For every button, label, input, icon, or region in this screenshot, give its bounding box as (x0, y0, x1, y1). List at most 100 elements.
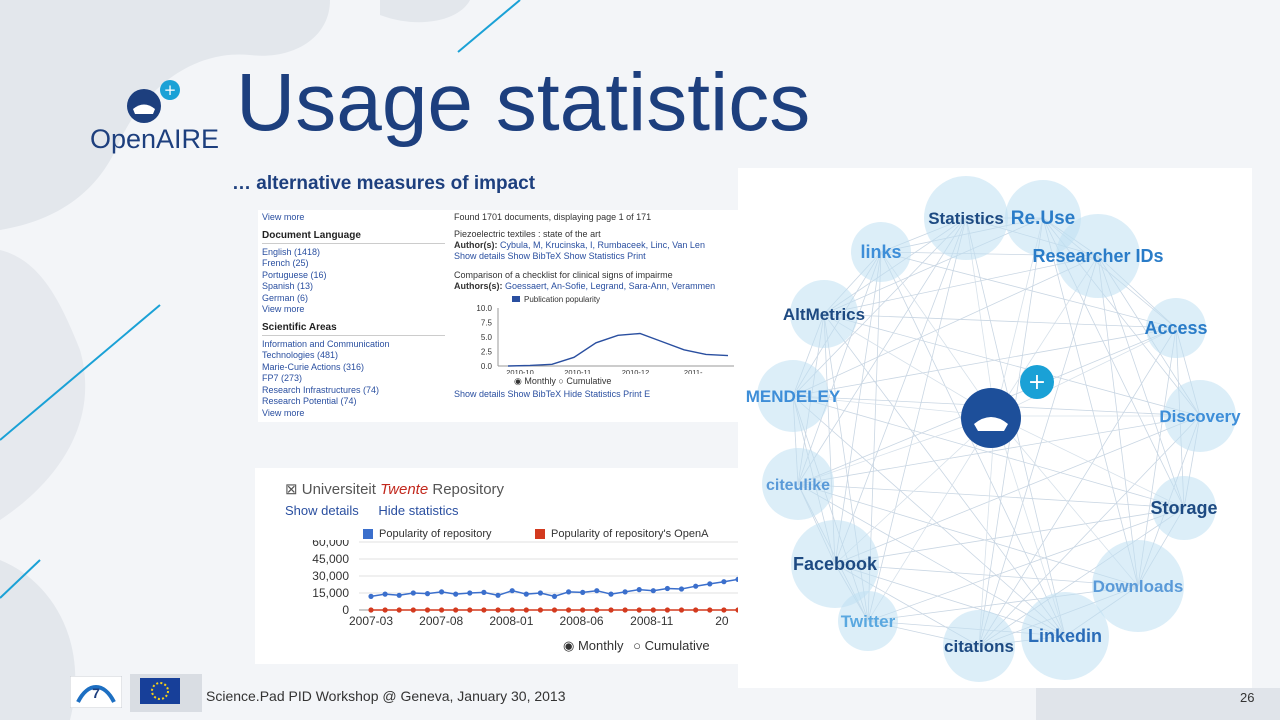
data-point (368, 593, 374, 599)
data-point (678, 586, 685, 592)
node-access: Access (1144, 318, 1207, 338)
results-list: Found 1701 documents, displaying page 1 … (454, 212, 738, 400)
data-point (693, 607, 699, 613)
facet-item[interactable]: Information and Communication (262, 338, 390, 349)
node-bubble (1164, 380, 1236, 452)
facet-item[interactable]: Technologies (481) (262, 350, 339, 360)
facet-item[interactable]: Portuguese (16) (262, 269, 327, 280)
show-statistics-link[interactable]: Show Statistics (563, 251, 625, 261)
network-edge (823, 217, 1044, 315)
footer-bar (1036, 688, 1280, 720)
network-edge (867, 507, 1185, 622)
background-blob (0, 0, 330, 230)
facet-item[interactable]: Research Potential (74) (262, 396, 357, 406)
services-network-diagram: + Statistics Re.Use links Researcher IDs AltM… (738, 168, 1252, 688)
result-title[interactable]: Comparison of a checklist for clinical s… (454, 270, 673, 280)
data-point (396, 592, 402, 598)
title-suffix: Repository (432, 481, 505, 498)
radio-monthly[interactable]: ◉ Monthly (514, 376, 556, 386)
facet-sidebar: View more Document Language English (141… (262, 212, 445, 419)
center-logo-icon (974, 417, 1008, 431)
print-link[interactable]: Print (627, 251, 646, 261)
facet-item[interactable]: Spanish (13) (262, 281, 314, 291)
node-bubble (762, 448, 834, 520)
show-bibtex-link[interactable]: Show BibTeX (507, 251, 562, 261)
view-more-link[interactable]: View more (262, 304, 305, 314)
decor-line (0, 559, 41, 599)
node-bubble (851, 222, 911, 282)
network-edge (978, 255, 1099, 647)
export-link[interactable]: E (644, 389, 651, 399)
facet-item[interactable]: Marie-Curie Actions (316) (262, 361, 365, 372)
page-subtitle: … alternative measures of impact (232, 173, 536, 194)
view-more-link[interactable]: View more (262, 407, 305, 418)
data-point (439, 607, 445, 613)
network-edge (834, 563, 1139, 587)
data-point (551, 593, 558, 599)
chart-toggle: ◉ Monthly ○ Cumulative (563, 638, 710, 654)
data-point (664, 607, 670, 613)
data-point (707, 607, 713, 613)
network-edge (867, 217, 967, 622)
facet-item[interactable]: English (1418) (262, 246, 321, 257)
facet-heading: Document Language (262, 230, 445, 244)
node-bubble (1152, 476, 1216, 540)
network-edge (880, 251, 1066, 637)
show-details-link[interactable]: Show details (454, 389, 506, 399)
legend-item: Popularity of repository's OpenA (535, 528, 708, 540)
radio-cumulative[interactable]: ○ Cumulative (633, 638, 710, 653)
x-tick-label: 2011- (684, 368, 703, 374)
hide-statistics-link[interactable]: Hide Statistics (563, 389, 621, 399)
result-title[interactable]: Piezoelectric textiles : state of the ar… (454, 229, 601, 239)
network-edge (792, 255, 1099, 397)
show-details-link[interactable]: Show details (285, 503, 359, 518)
result-authors: Author(s): Cybula, M, Krucinska, I, Rumb… (454, 240, 738, 251)
facet-item[interactable]: Research Infrastructures (74) (262, 384, 380, 395)
print-link[interactable]: Print (623, 389, 642, 399)
x-tick-label: 2010-11 (564, 368, 591, 374)
y-tick-label: 0 (342, 603, 349, 617)
data-point (622, 589, 628, 595)
fp7-logo-icon: 7 (70, 676, 122, 708)
view-more-link[interactable]: View more (262, 212, 305, 222)
page-title: Usage statistics (236, 57, 811, 148)
facet-item[interactable]: FP7 (273) (262, 373, 303, 383)
network-edge (880, 251, 1177, 329)
node-linkedin: Linkedin (1028, 626, 1102, 646)
y-tick-label: 0.0 (481, 362, 493, 371)
center-plus-bubble (1020, 365, 1054, 399)
network-edge (834, 507, 1185, 565)
node-citations: citations (944, 637, 1014, 656)
hide-statistics-link[interactable]: Hide statistics (378, 503, 459, 518)
network-edge (797, 483, 1066, 637)
node-statistics: Statistics (928, 209, 1004, 228)
radio-monthly[interactable]: ◉ Monthly (563, 638, 624, 653)
publication-popularity-chart: Publication popularity 10.0 7.5 5.0 2.5 0.0 20… (476, 295, 734, 377)
result-actions: Show details Show BibTeX Hide Statistics… (454, 389, 738, 400)
network-edge (797, 217, 967, 485)
data-point (481, 589, 487, 595)
network-edge (792, 327, 1177, 397)
data-point (566, 607, 572, 613)
data-point (721, 607, 727, 613)
data-point (509, 588, 515, 594)
authors-value[interactable]: Cybula, M, Krucinska, I, Rumbaceek, Linc… (500, 240, 705, 250)
radio-cumulative[interactable]: ○ Cumulative (558, 376, 612, 386)
decor-line (0, 304, 161, 441)
network-edge (978, 327, 1177, 647)
x-tick-label: 2008-01 (489, 614, 533, 628)
expand-icon[interactable]: ⊠ (285, 481, 298, 498)
facet-item[interactable]: German (6) (262, 292, 309, 303)
network-edge (823, 313, 1177, 329)
x-tick-label: 2007-08 (419, 614, 463, 628)
authors-value[interactable]: Goessaert, An-Sofie, Legrand, Sara-Ann, … (505, 281, 716, 291)
show-details-link[interactable]: Show details (454, 251, 506, 261)
logo-text: OpenAIRE (90, 124, 220, 154)
data-point (439, 589, 445, 595)
data-point (523, 591, 529, 597)
footer-text: Science.Pad PID Workshop @ Geneva, Janua… (206, 688, 566, 704)
y-tick-label: 60,000 (312, 540, 349, 549)
show-bibtex-link[interactable]: Show BibTeX (507, 389, 562, 399)
facet-item[interactable]: French (25) (262, 258, 309, 268)
